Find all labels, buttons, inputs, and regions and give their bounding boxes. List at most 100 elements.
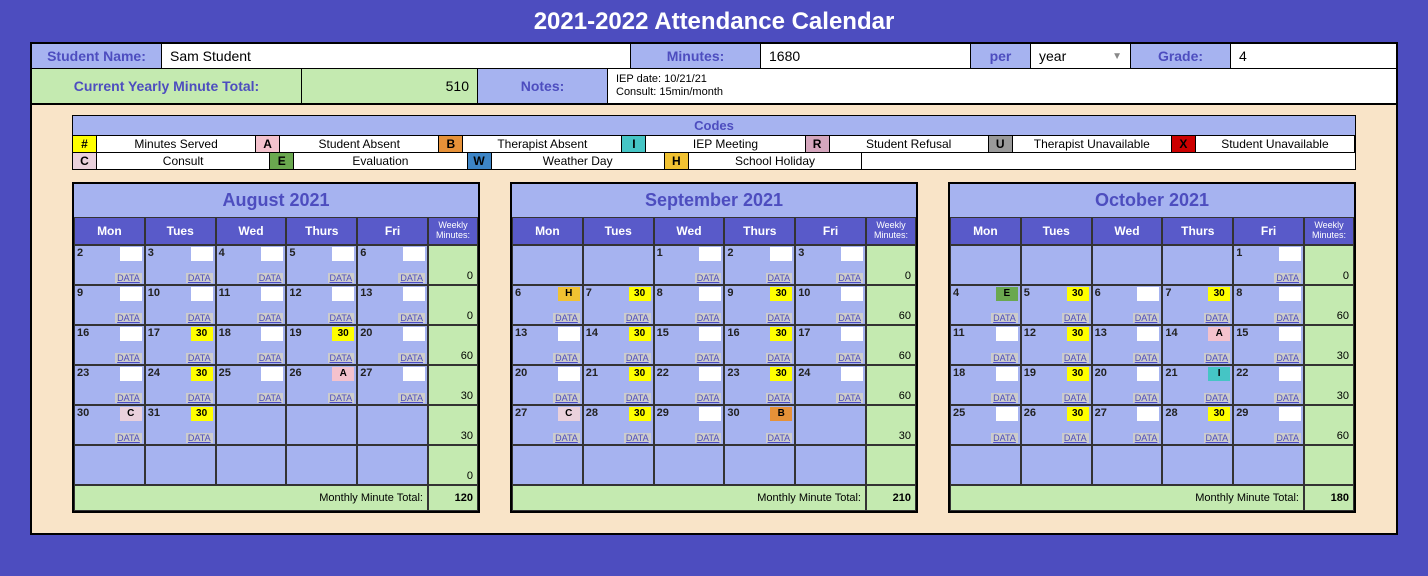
day-value[interactable]: [403, 367, 425, 381]
day-value[interactable]: [120, 367, 142, 381]
day-value[interactable]: [699, 247, 721, 261]
day-value[interactable]: 30: [629, 287, 651, 301]
data-link[interactable]: DATA: [553, 353, 580, 363]
day-value[interactable]: [261, 367, 283, 381]
day-value[interactable]: [1137, 327, 1159, 341]
day-value[interactable]: [332, 287, 354, 301]
day-value[interactable]: [120, 327, 142, 341]
day-cell[interactable]: 18DATA: [950, 365, 1021, 405]
day-cell[interactable]: 15DATA: [654, 325, 725, 365]
day-value[interactable]: [841, 287, 863, 301]
day-value[interactable]: [770, 247, 792, 261]
data-link[interactable]: DATA: [695, 393, 722, 403]
day-cell[interactable]: 1DATA: [654, 245, 725, 285]
data-link[interactable]: DATA: [695, 313, 722, 323]
day-value[interactable]: A: [1208, 327, 1230, 341]
day-cell[interactable]: 1230DATA: [1021, 325, 1092, 365]
day-value[interactable]: [1279, 327, 1301, 341]
day-value[interactable]: [699, 327, 721, 341]
data-link[interactable]: DATA: [624, 393, 651, 403]
day-value[interactable]: [1279, 367, 1301, 381]
data-link[interactable]: DATA: [695, 353, 722, 363]
data-link[interactable]: DATA: [836, 393, 863, 403]
data-link[interactable]: DATA: [1274, 273, 1301, 283]
day-cell[interactable]: 17DATA: [795, 325, 866, 365]
day-value[interactable]: [1279, 407, 1301, 421]
data-link[interactable]: DATA: [186, 353, 213, 363]
data-link[interactable]: DATA: [186, 393, 213, 403]
data-link[interactable]: DATA: [553, 393, 580, 403]
minutes-value[interactable]: 1680: [761, 44, 971, 69]
data-link[interactable]: DATA: [695, 273, 722, 283]
day-value[interactable]: A: [332, 367, 354, 381]
day-cell[interactable]: 12DATA: [286, 285, 357, 325]
day-value[interactable]: [1137, 287, 1159, 301]
data-link[interactable]: DATA: [1133, 353, 1160, 363]
day-cell[interactable]: 1930DATA: [1021, 365, 1092, 405]
day-cell[interactable]: 15DATA: [1233, 325, 1304, 365]
day-cell[interactable]: 23DATA: [74, 365, 145, 405]
day-cell[interactable]: 21IDATA: [1162, 365, 1233, 405]
day-value[interactable]: C: [558, 407, 580, 421]
day-cell[interactable]: 13DATA: [512, 325, 583, 365]
day-value[interactable]: 30: [1067, 327, 1089, 341]
day-cell[interactable]: 2330DATA: [724, 365, 795, 405]
data-link[interactable]: DATA: [1062, 393, 1089, 403]
data-link[interactable]: DATA: [257, 353, 284, 363]
day-value[interactable]: [191, 247, 213, 261]
day-cell[interactable]: 18DATA: [216, 325, 287, 365]
day-cell[interactable]: 4EDATA: [950, 285, 1021, 325]
day-value[interactable]: 30: [1208, 287, 1230, 301]
day-cell[interactable]: 29DATA: [654, 405, 725, 445]
data-link[interactable]: DATA: [1204, 393, 1231, 403]
data-link[interactable]: DATA: [624, 353, 651, 363]
day-cell[interactable]: 30CDATA: [74, 405, 145, 445]
day-cell[interactable]: 1430DATA: [583, 325, 654, 365]
day-value[interactable]: [120, 247, 142, 261]
data-link[interactable]: DATA: [836, 313, 863, 323]
data-link[interactable]: DATA: [257, 313, 284, 323]
day-cell[interactable]: 11DATA: [216, 285, 287, 325]
day-value[interactable]: 30: [1208, 407, 1230, 421]
day-cell[interactable]: 24DATA: [795, 365, 866, 405]
data-link[interactable]: DATA: [991, 353, 1018, 363]
notes-value[interactable]: IEP date: 10/21/21 Consult: 15min/month: [608, 69, 1396, 103]
day-cell[interactable]: 6DATA: [357, 245, 428, 285]
data-link[interactable]: DATA: [1062, 313, 1089, 323]
day-value[interactable]: H: [558, 287, 580, 301]
day-cell[interactable]: 3DATA: [145, 245, 216, 285]
data-link[interactable]: DATA: [766, 353, 793, 363]
data-link[interactable]: DATA: [1133, 313, 1160, 323]
data-link[interactable]: DATA: [766, 433, 793, 443]
day-value[interactable]: 30: [629, 327, 651, 341]
data-link[interactable]: DATA: [1133, 393, 1160, 403]
day-value[interactable]: [261, 287, 283, 301]
day-cell[interactable]: 1930DATA: [286, 325, 357, 365]
day-value[interactable]: [841, 327, 863, 341]
data-link[interactable]: DATA: [766, 273, 793, 283]
day-value[interactable]: I: [1208, 367, 1230, 381]
day-value[interactable]: 30: [629, 407, 651, 421]
data-link[interactable]: DATA: [624, 433, 651, 443]
data-link[interactable]: DATA: [398, 273, 425, 283]
data-link[interactable]: DATA: [398, 393, 425, 403]
day-cell[interactable]: 25DATA: [216, 365, 287, 405]
day-value[interactable]: [841, 367, 863, 381]
day-cell[interactable]: 6HDATA: [512, 285, 583, 325]
day-cell[interactable]: 2130DATA: [583, 365, 654, 405]
day-cell[interactable]: 22DATA: [654, 365, 725, 405]
day-value[interactable]: [699, 367, 721, 381]
data-link[interactable]: DATA: [1062, 353, 1089, 363]
day-cell[interactable]: 4DATA: [216, 245, 287, 285]
day-value[interactable]: [191, 287, 213, 301]
data-link[interactable]: DATA: [115, 353, 142, 363]
day-cell[interactable]: 27CDATA: [512, 405, 583, 445]
day-value[interactable]: [996, 407, 1018, 421]
day-cell[interactable]: 10DATA: [145, 285, 216, 325]
day-cell[interactable]: 26ADATA: [286, 365, 357, 405]
day-cell[interactable]: 13DATA: [1092, 325, 1163, 365]
day-value[interactable]: [120, 287, 142, 301]
day-cell[interactable]: 16DATA: [74, 325, 145, 365]
day-value[interactable]: [1279, 247, 1301, 261]
day-value[interactable]: 30: [191, 407, 213, 421]
